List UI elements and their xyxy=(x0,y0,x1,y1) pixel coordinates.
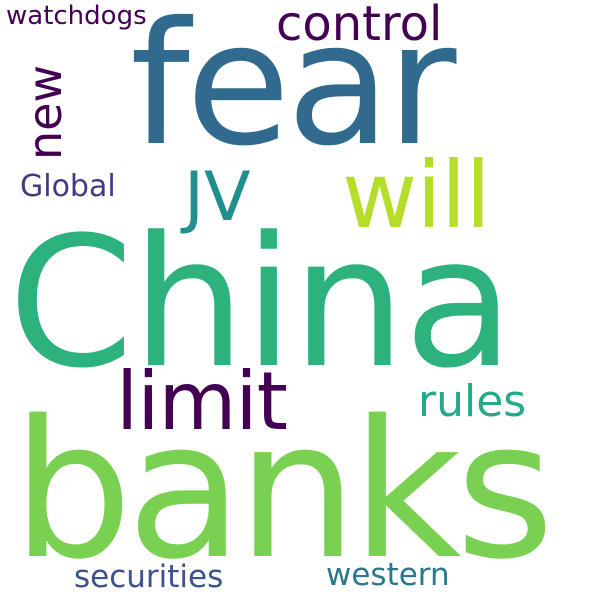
word-new: new xyxy=(18,64,72,160)
word-banks: banks xyxy=(12,380,554,600)
word-china: China xyxy=(8,199,514,408)
word-global: Global xyxy=(20,169,116,204)
word-rules: rules xyxy=(418,376,527,427)
word-watchdogs: watchdogs xyxy=(6,1,147,31)
word-securities: securities xyxy=(74,559,224,595)
word-control: control xyxy=(276,0,443,52)
word-western: western xyxy=(326,557,450,593)
word-fear: fear xyxy=(130,0,457,184)
word-jv: JV xyxy=(184,158,251,237)
word-will: will xyxy=(342,142,491,249)
word-limit: limit xyxy=(116,355,288,448)
